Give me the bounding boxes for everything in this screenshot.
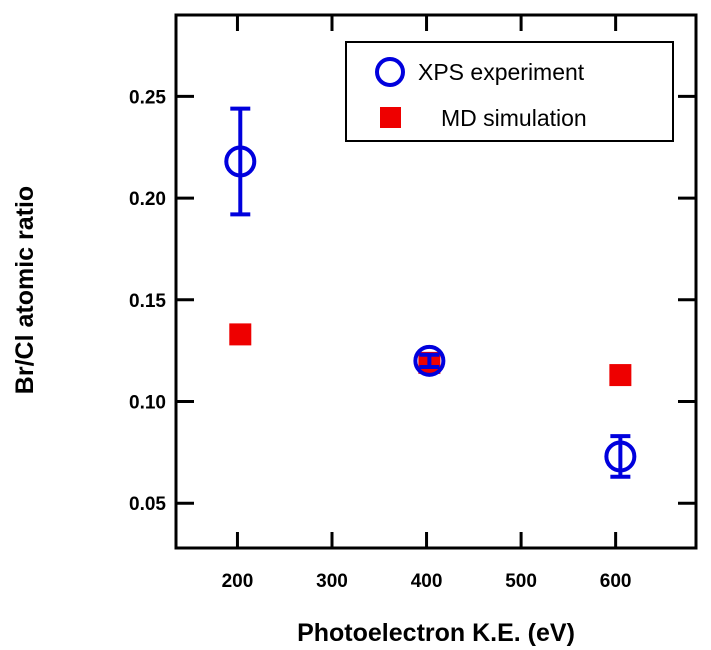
plot-frame — [174, 13, 698, 550]
y-axis-tick-labels: 0.05 0.10 0.15 0.20 0.25 — [129, 87, 166, 515]
legend-xps-marker — [375, 57, 405, 87]
x-tick-label: 600 — [600, 571, 632, 592]
legend-md-label: MD simulation — [441, 105, 587, 131]
legend: XPS experiment MD simulation — [345, 41, 674, 142]
x-axis-title: Photoelectron K.E. (eV) — [297, 619, 575, 647]
x-tick-label: 200 — [222, 571, 254, 592]
y-axis-ticks — [176, 94, 696, 505]
legend-xps-label: XPS experiment — [418, 59, 585, 85]
xps-experiment-point — [224, 145, 257, 178]
md-simulation-point — [609, 364, 632, 387]
y-tick-label: 0.15 — [129, 291, 166, 312]
y-tick-label: 0.25 — [129, 87, 166, 108]
x-axis-tick-labels: 200 300 400 500 600 — [222, 571, 632, 592]
x-tick-label: 300 — [316, 571, 348, 592]
x-tick-label: 400 — [411, 571, 443, 592]
y-axis-title: Br/Cl atomic ratio — [11, 186, 39, 394]
x-tick-label: 500 — [505, 571, 537, 592]
md-simulation-point — [229, 323, 252, 346]
y-tick-label: 0.10 — [129, 393, 166, 414]
legend-md-marker — [380, 107, 401, 128]
xps-experiment-point — [604, 440, 637, 473]
y-tick-label: 0.05 — [129, 494, 166, 515]
x-axis-ticks — [235, 15, 618, 548]
series-layer — [224, 106, 637, 479]
y-tick-label: 0.20 — [129, 189, 166, 210]
xps-experiment-point — [413, 344, 446, 377]
